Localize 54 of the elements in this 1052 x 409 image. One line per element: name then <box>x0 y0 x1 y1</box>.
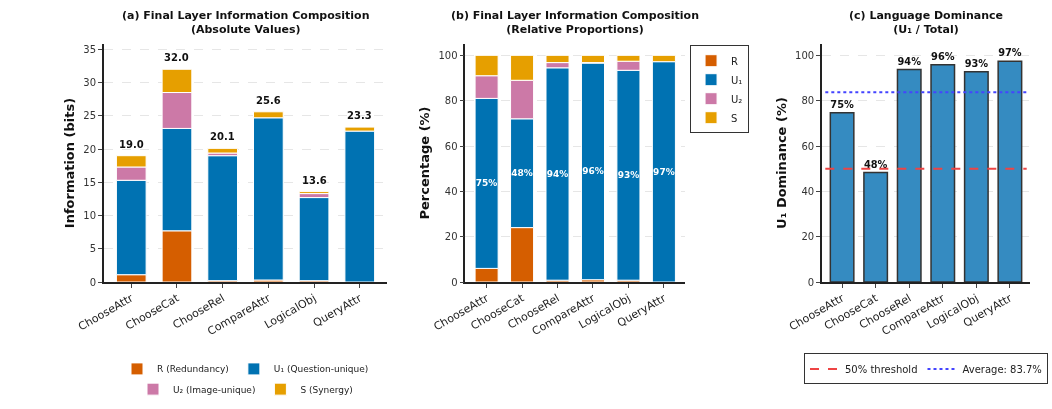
total-label: 25.6 <box>256 95 281 106</box>
y-axis-title: U₁ Dominance (%) <box>773 97 789 229</box>
y-tick-label: 15 <box>83 176 97 188</box>
y-tick-label: 80 <box>444 95 458 107</box>
y-tick-label: 100 <box>438 49 458 61</box>
data-label: 96% <box>931 50 955 62</box>
total-label: 20.1 <box>210 131 235 142</box>
legend-label: U₂ <box>731 93 743 105</box>
legend-label: 50% threshold <box>845 363 918 375</box>
legend-label: R (Redundancy) <box>157 364 229 375</box>
data-label: 94% <box>546 168 569 179</box>
legend-label: U₁ (Question-unique) <box>273 364 369 375</box>
legend-label: R <box>731 55 739 67</box>
y-axis-title: Information (bits) <box>61 97 77 229</box>
legend-label: Average: 83.7% <box>962 363 1042 375</box>
y-tick-label: 30 <box>83 77 97 89</box>
chart-title: (c) Language Dominance (U₁ / Total) <box>849 9 1003 37</box>
y-tick-label: 25 <box>83 110 97 122</box>
legend-label: U₂ (Image-unique) <box>173 384 256 395</box>
data-label: 75% <box>830 98 854 110</box>
y-tick-label: 40 <box>444 185 458 197</box>
legend-label: S (Synergy) <box>300 384 353 395</box>
data-label: 96% <box>582 166 604 177</box>
legend-label: U₁ <box>731 74 743 86</box>
total-label: 13.6 <box>302 175 327 186</box>
data-label: 48% <box>863 158 888 170</box>
y-tick-label: 80 <box>801 95 815 107</box>
data-label: 48% <box>511 168 533 179</box>
y-tick-label: 0 <box>89 276 97 288</box>
y-tick-label: 60 <box>801 140 815 152</box>
total-label: 32.0 <box>164 52 189 63</box>
data-label: 97% <box>653 166 675 177</box>
chart-title: (b) Final Layer Information Composition (Relative Proportions) <box>451 9 699 37</box>
y-tick-label: 20 <box>801 231 815 243</box>
data-label: 94% <box>897 55 922 67</box>
y-tick-label: 0 <box>451 276 458 288</box>
y-tick-label: 10 <box>83 210 97 222</box>
total-label: 23.3 <box>347 110 372 121</box>
y-tick-label: 20 <box>83 143 97 155</box>
y-tick-label: 40 <box>801 185 815 197</box>
y-tick-label: 5 <box>89 243 97 255</box>
y-tick-label: 100 <box>795 49 815 61</box>
y-tick-label: 0 <box>807 276 815 288</box>
y-axis-title: Percentage (%) <box>416 106 432 220</box>
legend-label: S <box>731 112 738 124</box>
total-label: 19.0 <box>119 139 144 150</box>
data-label: 97% <box>998 47 1022 59</box>
data-label: 93% <box>617 170 640 181</box>
data-label: 93% <box>964 57 989 69</box>
chart-title: (a) Final Layer Information Composition (Absolute Values) <box>122 9 370 37</box>
data-label: 75% <box>475 178 498 189</box>
y-tick-label: 20 <box>444 231 458 243</box>
y-tick-label: 60 <box>444 140 458 152</box>
y-tick-label: 35 <box>83 43 97 55</box>
